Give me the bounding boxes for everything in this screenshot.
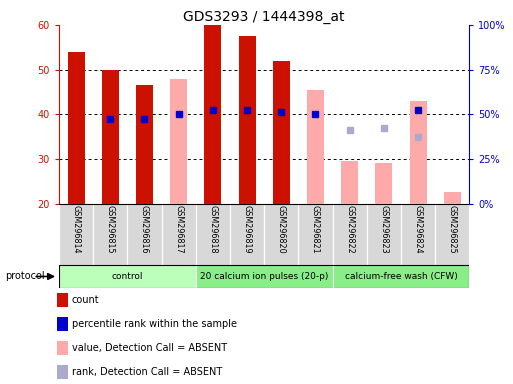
Text: rank, Detection Call = ABSENT: rank, Detection Call = ABSENT (72, 367, 222, 377)
Bar (332, 265, 469, 288)
Text: GSM296817: GSM296817 (174, 205, 183, 254)
Bar (332, 204, 367, 265)
Text: GSM296823: GSM296823 (380, 205, 388, 254)
Bar (93, 204, 127, 265)
Text: GSM296818: GSM296818 (208, 205, 218, 254)
Text: GSM296819: GSM296819 (243, 205, 251, 254)
Text: calcium-free wash (CFW): calcium-free wash (CFW) (345, 272, 458, 281)
Bar (57, 293, 68, 306)
Bar (196, 265, 332, 288)
Bar (239, 36, 255, 204)
Bar (57, 318, 68, 331)
Bar (264, 204, 299, 265)
Text: GSM296820: GSM296820 (277, 205, 286, 254)
Bar (376, 163, 392, 204)
Bar (435, 204, 469, 265)
Bar (367, 204, 401, 265)
Bar (196, 204, 230, 265)
Bar (299, 204, 332, 265)
Bar (68, 52, 85, 204)
Bar (341, 161, 358, 204)
Text: protocol: protocol (5, 271, 45, 281)
Bar (59, 204, 93, 265)
Text: GSM296814: GSM296814 (72, 205, 81, 254)
Bar (127, 204, 162, 265)
Bar (444, 192, 461, 204)
Text: GSM296822: GSM296822 (345, 205, 354, 254)
Text: GSM296821: GSM296821 (311, 205, 320, 254)
Bar (307, 90, 324, 204)
Text: percentile rank within the sample: percentile rank within the sample (72, 319, 237, 329)
Bar (170, 78, 187, 204)
Bar (409, 101, 427, 204)
Text: GSM296824: GSM296824 (413, 205, 423, 254)
Text: 20 calcium ion pulses (20-p): 20 calcium ion pulses (20-p) (200, 272, 328, 281)
Title: GDS3293 / 1444398_at: GDS3293 / 1444398_at (184, 10, 345, 24)
Bar (204, 25, 222, 204)
Text: value, Detection Call = ABSENT: value, Detection Call = ABSENT (72, 343, 227, 353)
Bar (401, 204, 435, 265)
Bar (59, 265, 196, 288)
Text: GSM296816: GSM296816 (140, 205, 149, 254)
Bar (57, 366, 68, 379)
Bar (273, 61, 290, 204)
Bar (102, 70, 119, 204)
Bar (136, 85, 153, 204)
Bar (162, 204, 196, 265)
Bar (230, 204, 264, 265)
Text: count: count (72, 295, 100, 305)
Text: GSM296815: GSM296815 (106, 205, 115, 254)
Text: control: control (112, 272, 143, 281)
Text: GSM296825: GSM296825 (448, 205, 457, 254)
Bar (57, 341, 68, 354)
